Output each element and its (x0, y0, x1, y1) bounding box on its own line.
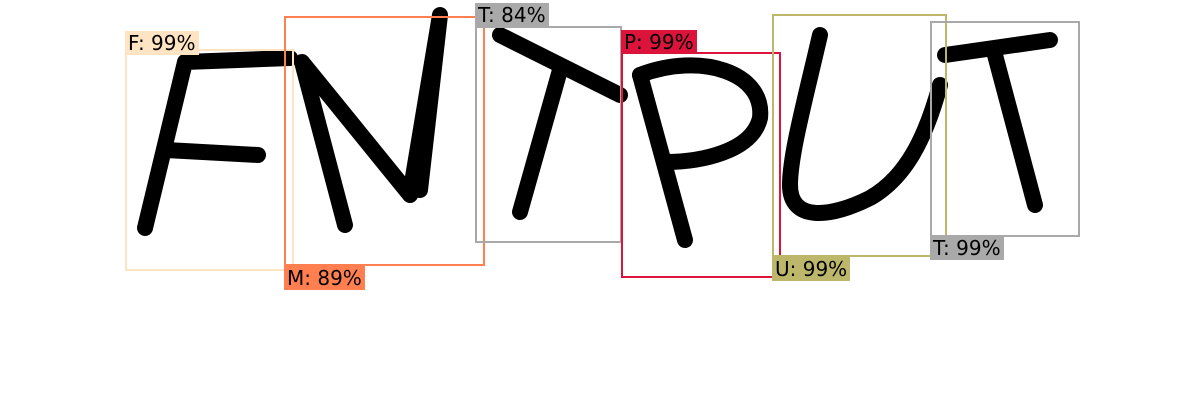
detection-box-u (772, 14, 947, 257)
letter-p-strokes (632, 57, 769, 248)
letter-f-strokes (137, 50, 298, 236)
detection-box-m (284, 16, 485, 266)
detection-box-t-first (475, 26, 622, 243)
detection-label-u: U: 99% (772, 257, 851, 281)
detection-label-m: M: 89% (284, 266, 365, 290)
letter-t1-strokes (492, 27, 628, 220)
detection-label-p: P: 99% (621, 30, 697, 54)
detection-box-t-second (930, 21, 1080, 237)
letter-t2-strokes (937, 32, 1058, 213)
detection-box-p (621, 52, 781, 278)
detection-box-f (125, 49, 294, 271)
detection-label-t-first: T: 84% (475, 3, 549, 27)
letter-m-strokes (294, 7, 448, 233)
detection-label-f: F: 99% (125, 31, 199, 55)
detection-label-t-second: T: 99% (930, 236, 1004, 260)
letter-u-strokes (782, 27, 948, 221)
